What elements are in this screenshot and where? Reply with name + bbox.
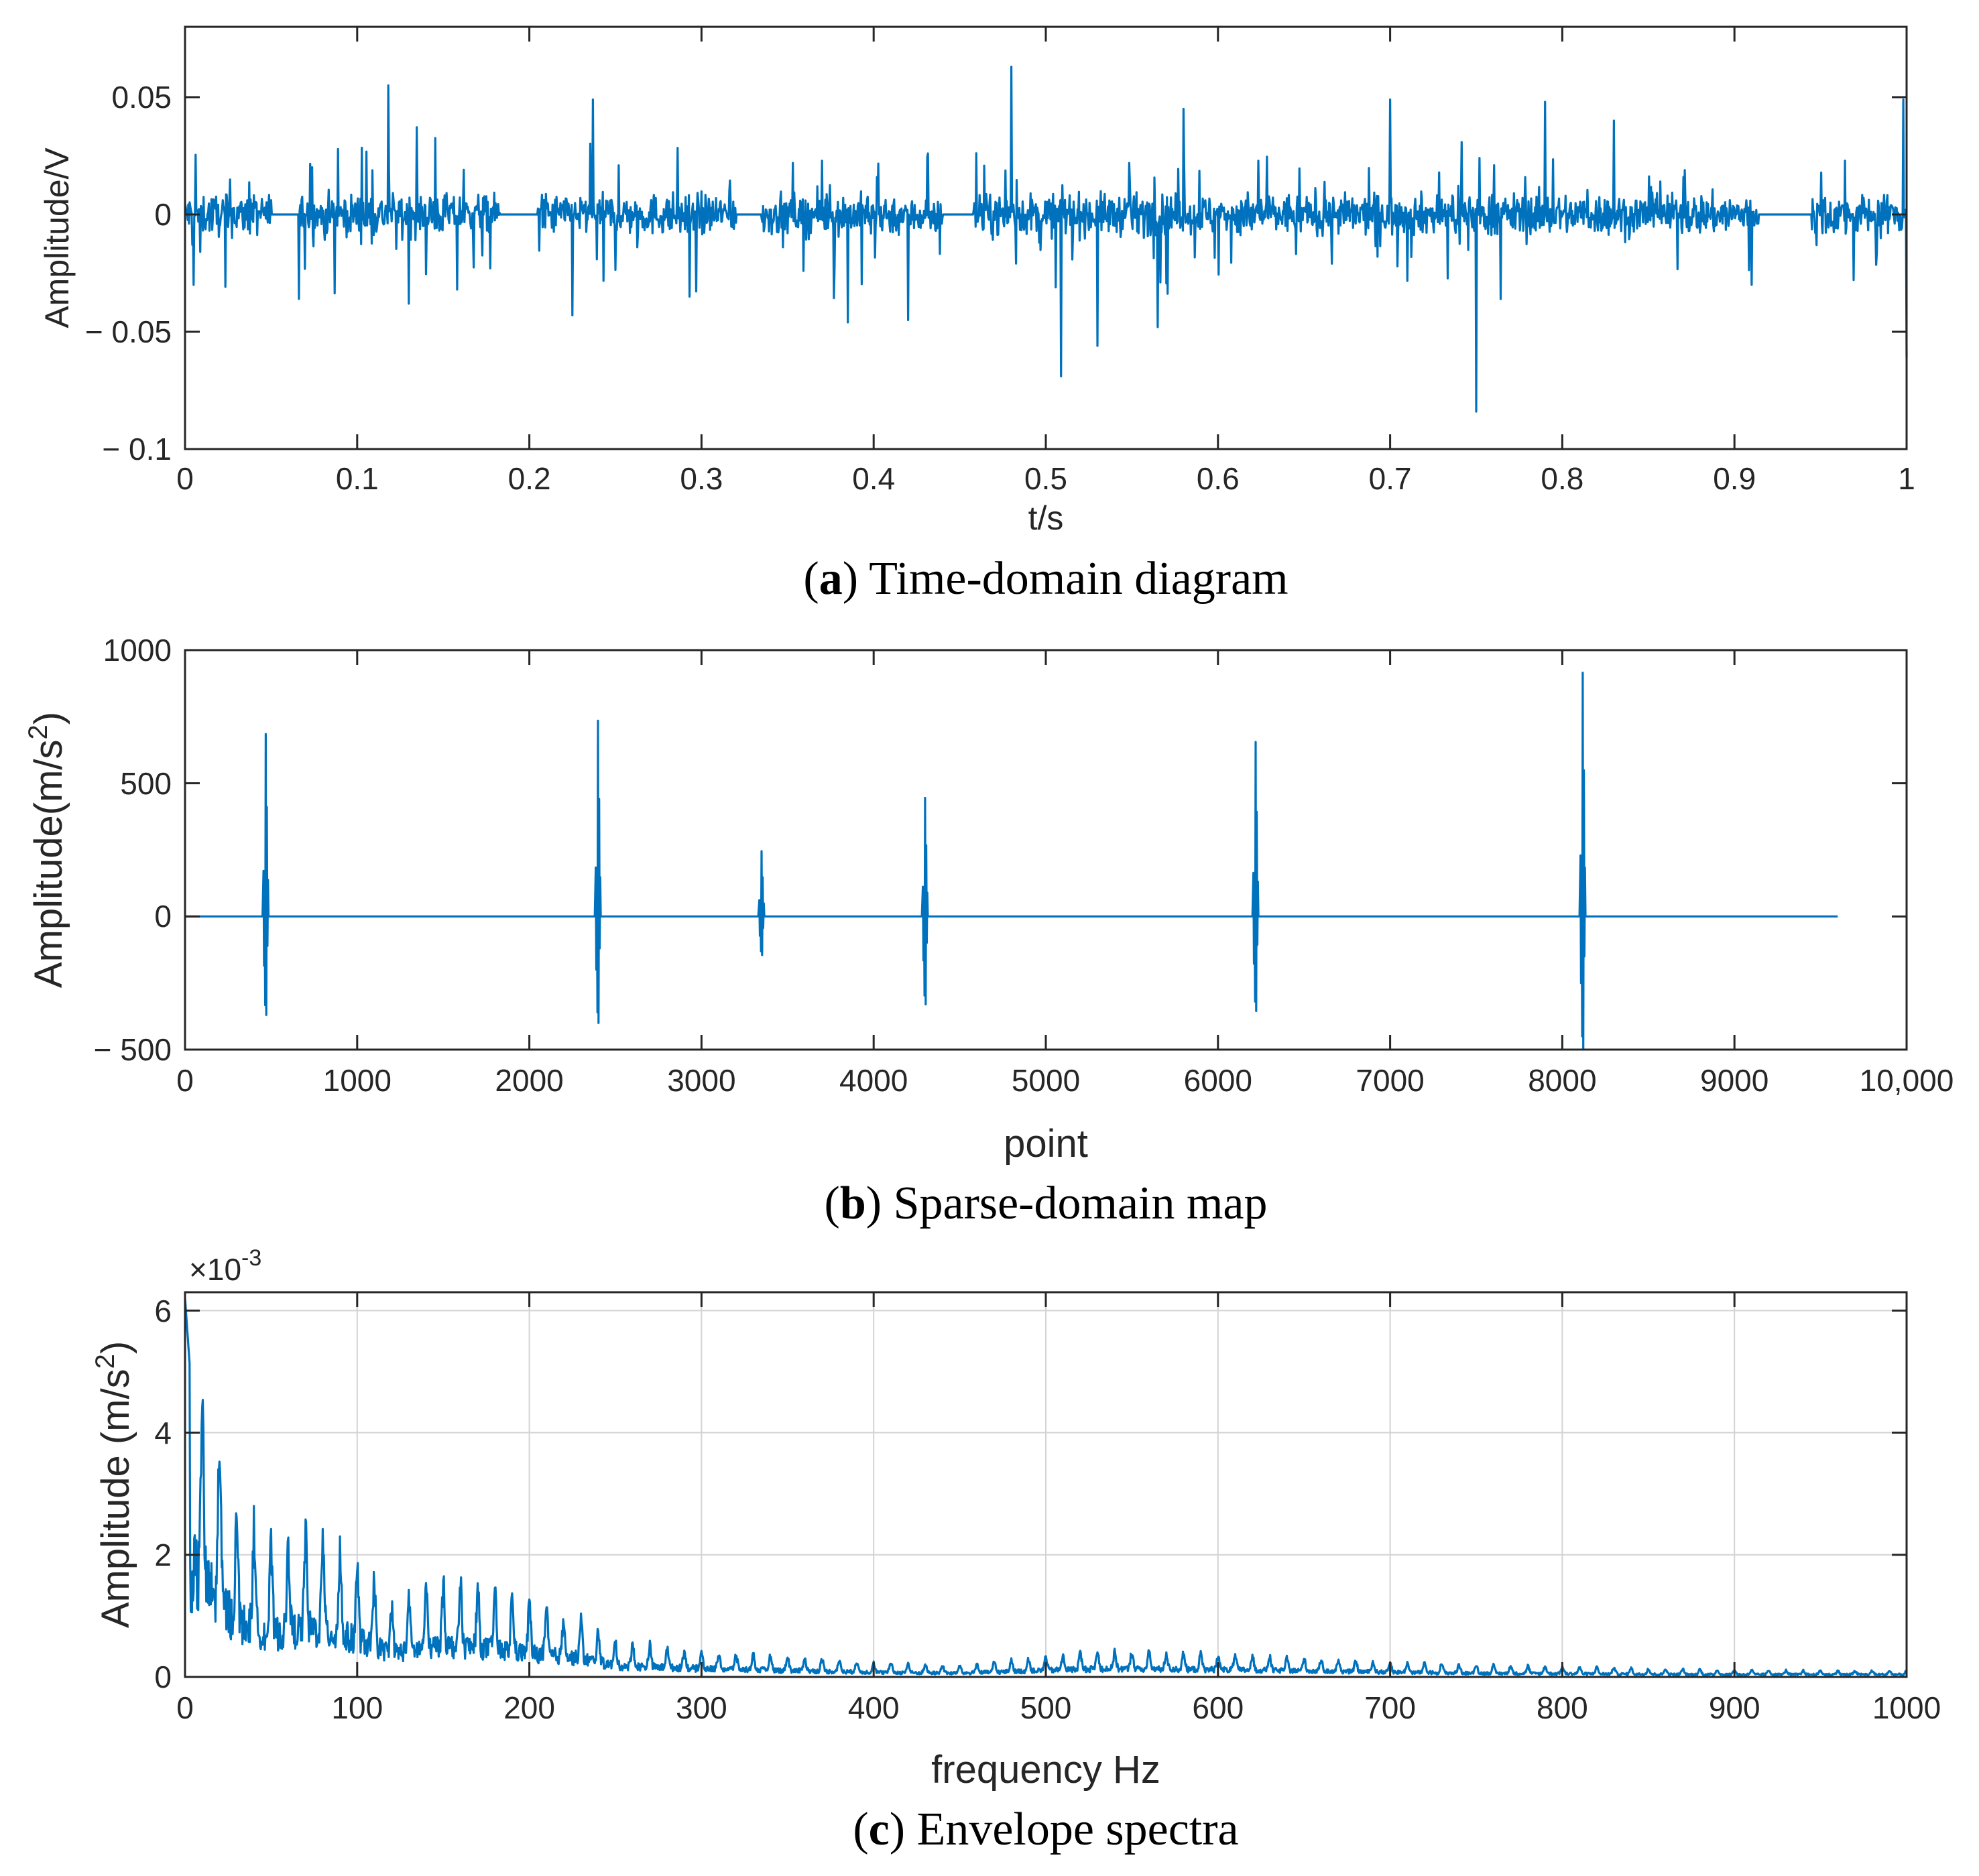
panel-a-caption: (a) Time-domain diagram: [803, 553, 1288, 605]
panel-c-y-multiplier-exp: -3: [241, 1245, 261, 1271]
panel-a-x-tick-label-4: 0.4: [852, 461, 895, 496]
panel-a-signal-line: [184, 65, 1908, 413]
panel-c-y-multiplier: ×10-3: [189, 1245, 261, 1287]
panel-c-x-tick-label-1: 100: [331, 1690, 383, 1725]
panel-b-x-tick-label-0: 0: [176, 1063, 194, 1098]
panel-b-y-tick-label-0: − 500: [94, 1032, 172, 1067]
panel-c-grid: [185, 1292, 1907, 1677]
panel-a-x-tick-label-3: 0.3: [680, 461, 723, 496]
panel-b-caption: (b) Sparse-domain map: [825, 1178, 1268, 1229]
panel-b-signal: [184, 672, 1838, 1051]
panel-c-y-axis-label-sup: 2: [91, 1354, 120, 1369]
panel-c-signal: [184, 1298, 1907, 1677]
panel-c-y-tick-label-1: 2: [154, 1538, 172, 1572]
panel-b-x-tick-label-8: 8000: [1528, 1063, 1596, 1098]
panel-a-y-tick-label-1: − 0.05: [85, 314, 172, 349]
panel-c-y-axis-label-main: Amplitude (m/s: [94, 1369, 137, 1628]
panel-c-caption-text: Envelope spectra: [917, 1804, 1239, 1855]
panel-b-y-tick-label-2: 500: [120, 766, 172, 801]
panel-a-caption-text: Time-domain diagram: [869, 553, 1288, 605]
panel-b-x-tick-label-2: 2000: [495, 1063, 563, 1098]
panel-c-y-tick-label-3: 6: [154, 1294, 172, 1328]
panel-c: 0 100 200 300 400 500 600 700 800 900 10…: [91, 1245, 1941, 1855]
panel-a-x-tick-label-7: 0.7: [1369, 461, 1412, 496]
panel-b-x-tick-label-5: 5000: [1012, 1063, 1080, 1098]
panel-b-y-axis-label: Amplitude(m/s2): [23, 712, 70, 988]
panel-a-ticks: [184, 27, 1908, 450]
panel-c-ticks: [184, 1292, 1908, 1678]
panel-a-y-tick-label-2: 0: [154, 197, 172, 232]
panel-a-y-tick-labels: − 0.1 − 0.05 0 0.05: [85, 80, 172, 466]
panel-a-x-tick-label-9: 0.9: [1713, 461, 1756, 496]
panel-c-x-tick-label-10: 1000: [1872, 1690, 1941, 1725]
panel-a-x-tick-label-1: 0.1: [336, 461, 379, 496]
panel-b: 0 1000 2000 3000 4000 5000 6000 7000 800…: [23, 633, 1954, 1229]
panel-c-y-tick-labels: 0 2 4 6: [154, 1294, 172, 1694]
panel-b-ticks: [184, 649, 1908, 1051]
panel-c-caption: (c) Envelope spectra: [853, 1804, 1238, 1855]
panel-b-x-tick-label-1: 1000: [323, 1063, 392, 1098]
panel-a-x-tick-label-10: 1: [1898, 461, 1915, 496]
panel-c-x-tick-label-3: 300: [676, 1690, 727, 1725]
panel-b-caption-text: Sparse-domain map: [894, 1178, 1268, 1229]
panel-c-x-tick-label-8: 800: [1537, 1690, 1588, 1725]
panel-c-y-multiplier-base: ×10: [189, 1252, 241, 1287]
panel-a-y-tick-label-3: 0.05: [111, 80, 172, 115]
panel-b-x-axis-label: point: [1004, 1122, 1088, 1166]
panel-c-x-tick-label-2: 200: [503, 1690, 555, 1725]
panel-b-x-tick-label-7: 7000: [1356, 1063, 1424, 1098]
panel-a-signal: [184, 65, 1908, 413]
panel-b-x-tick-label-4: 4000: [839, 1063, 908, 1098]
panel-b-x-tick-label-3: 3000: [667, 1063, 735, 1098]
panel-a-y-axis-label: Amplitude/V: [38, 147, 76, 328]
panel-c-x-tick-label-6: 600: [1192, 1690, 1244, 1725]
panel-c-signal-line: [184, 1298, 1907, 1677]
panel-a-x-tick-label-2: 0.2: [508, 461, 551, 496]
panel-b-x-tick-label-9: 9000: [1700, 1063, 1768, 1098]
panel-b-y-tick-label-1: 0: [154, 899, 172, 934]
panel-a-x-tick-labels: 0 0.1 0.2 0.3 0.4 0.5 0.6 0.7 0.8 0.9 1: [176, 461, 1915, 496]
panel-b-axes-frame: [184, 649, 1908, 1051]
panel-c-y-axis-label-end: ): [94, 1341, 137, 1354]
panel-c-y-tick-label-2: 4: [154, 1416, 172, 1450]
panel-a-x-tick-label-5: 0.5: [1024, 461, 1067, 496]
panel-b-signal-line: [184, 672, 1838, 1051]
panel-b-y-axis-label-sup: 2: [23, 725, 53, 739]
panel-b-x-tick-label-6: 6000: [1184, 1063, 1252, 1098]
panel-a-x-axis-label: t/s: [1028, 499, 1064, 537]
panel-b-y-axis-label-main: Amplitude(m/s: [27, 739, 70, 988]
panel-b-x-tick-label-10: 10,000: [1860, 1063, 1954, 1098]
panel-b-y-tick-label-3: 1000: [103, 633, 172, 668]
panel-b-caption-letter: b: [840, 1178, 866, 1229]
panel-a-axes-frame: [184, 25, 1908, 450]
panel-a-y-tick-label-0: − 0.1: [102, 432, 172, 466]
panel-c-x-axis-label: frequency Hz: [931, 1748, 1160, 1792]
panel-c-x-tick-label-9: 900: [1709, 1690, 1760, 1725]
panel-c-y-axis-label: Amplitude (m/s2): [91, 1341, 137, 1628]
panel-b-y-tick-labels: − 500 0 500 1000: [94, 633, 172, 1067]
panel-c-y-tick-label-0: 0: [154, 1660, 172, 1694]
panel-a-x-tick-label-0: 0: [176, 461, 194, 496]
panel-c-caption-letter: c: [869, 1804, 890, 1855]
panel-a-caption-letter: a: [819, 553, 843, 605]
panel-a-x-tick-label-8: 0.8: [1541, 461, 1583, 496]
panel-b-x-tick-labels: 0 1000 2000 3000 4000 5000 6000 7000 800…: [176, 1063, 1954, 1098]
panel-a-x-tick-label-6: 0.6: [1197, 461, 1240, 496]
panel-c-x-tick-label-7: 700: [1364, 1690, 1416, 1725]
panel-b-y-axis-label-end: ): [27, 712, 70, 725]
panel-c-x-tick-label-0: 0: [176, 1690, 194, 1725]
panel-c-x-tick-label-5: 500: [1020, 1690, 1072, 1725]
panel-c-x-tick-labels: 0 100 200 300 400 500 600 700 800 900 10…: [176, 1690, 1941, 1725]
panel-c-x-tick-label-4: 400: [848, 1690, 900, 1725]
panel-a: 0 0.1 0.2 0.3 0.4 0.5 0.6 0.7 0.8 0.9 1 …: [38, 25, 1915, 605]
